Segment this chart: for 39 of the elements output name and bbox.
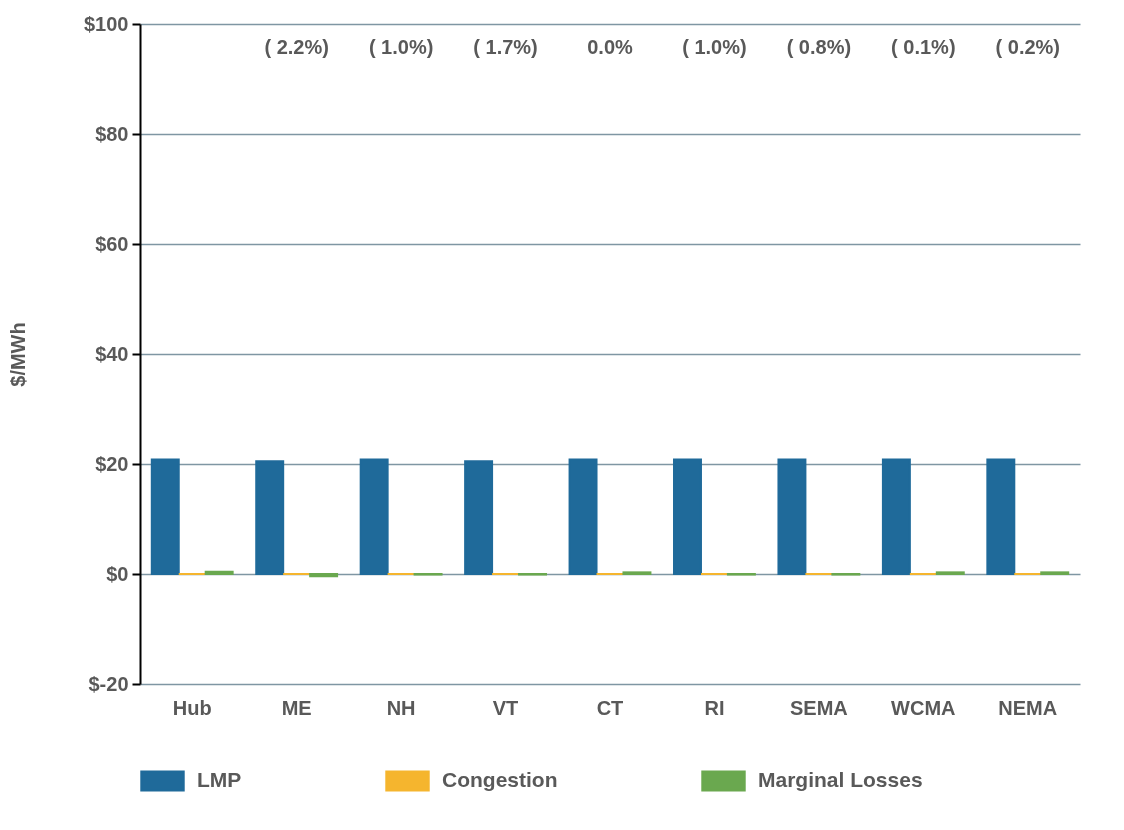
y-tick-label: $100 [84,12,129,35]
x-tick-label: Hub [172,696,212,719]
annotation: ( 1.7%) [473,36,538,58]
annotation: ( 0.1%) [891,36,956,58]
bar [359,458,389,575]
x-tick-label: NH [386,696,416,719]
x-tick-label: RI [704,696,725,719]
y-tick-label: $40 [95,342,129,365]
x-tick-label: WCMA [891,696,956,719]
y-tick-label: $80 [95,122,129,145]
bar [568,458,598,575]
annotation: ( 0.8%) [786,36,852,58]
x-tick-label: NEMA [998,696,1058,719]
bar [150,458,180,575]
legend-label: Marginal Losses [758,767,923,791]
annotation: ( 0.2%) [995,36,1061,58]
legend-label: LMP [197,767,242,791]
x-tick-label: CT [596,696,624,719]
annotation: ( 1.0%) [368,36,434,58]
bar [777,458,807,575]
bar [673,458,702,575]
legend-label: Congestion [442,767,558,791]
y-tick-label: $20 [95,452,129,475]
bar [309,573,339,578]
bar [255,460,285,575]
y-tick-label: $60 [95,232,129,255]
bar [464,460,494,575]
bar [204,570,234,575]
x-tick-label: SEMA [789,696,848,719]
bar [881,458,911,575]
x-tick-label: ME [281,696,312,719]
y-tick-label: $-20 [88,672,129,695]
annotation: 0.0% [587,36,634,58]
y-tick-label: $0 [106,562,129,585]
bar [986,458,1016,575]
x-tick-label: VT [492,696,519,719]
y-axis-title: $/MWh [7,322,30,387]
annotation: ( 1.0%) [682,36,747,58]
annotation: ( 2.2%) [264,36,329,58]
